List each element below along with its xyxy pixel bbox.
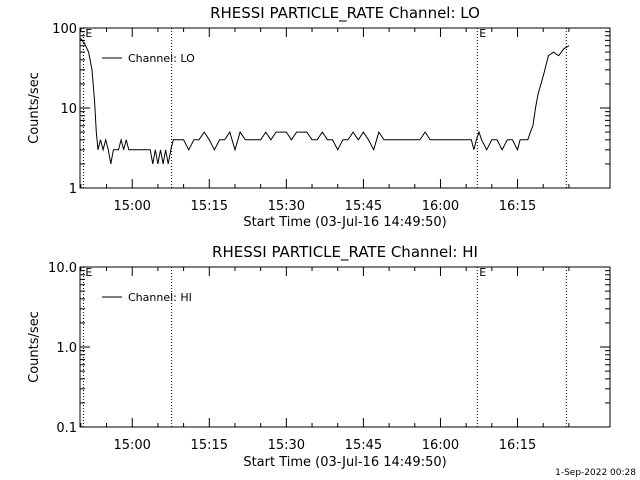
chart-0-xtick-label-5: 16:15 — [499, 199, 536, 214]
chart-0-xlabel: Start Time (03-Jul-16 14:49:50) — [243, 215, 446, 230]
chart-1-xtick-label-0: 15:00 — [113, 438, 150, 453]
chart-1-xtick-label-3: 15:45 — [345, 438, 382, 453]
chart-1-xtick-label-2: 15:30 — [268, 438, 305, 453]
panel-hi: RHESSI PARTICLE_RATE Channel: HI Counts/s… — [27, 243, 611, 470]
footer-timestamp: 1-Sep-2022 00:28 — [555, 468, 636, 478]
chart-1-ytick-label-0: 0.1 — [56, 421, 77, 436]
chart-0-marker-label-2: E — [479, 27, 486, 40]
chart-1-legend-entry: Channel: HI — [128, 291, 192, 304]
chart-0-legend-entry: Channel: LO — [128, 52, 195, 65]
chart-0-ytick-label-0: 1 — [69, 182, 77, 197]
chart-0-xtick-label-1: 15:15 — [191, 199, 228, 214]
chart-0-ytick-label-1: 10 — [60, 102, 77, 117]
chart-0-xtick-label-0: 15:00 — [113, 199, 150, 214]
chart-1-xtick-label-4: 16:00 — [422, 438, 459, 453]
panel-lo: RHESSI PARTICLE_RATE Channel: LO Counts/s… — [27, 4, 611, 230]
chart-1-xlabel: Start Time (03-Jul-16 14:49:50) — [243, 455, 446, 470]
chart-0-series-line-0 — [79, 37, 570, 164]
chart-0-ytick-label-2: 100 — [52, 22, 77, 37]
chart-1-ytick-label-1: 1.0 — [56, 341, 77, 356]
chart-0-ylabel: Counts/sec — [27, 72, 42, 144]
chart-1-ytick-label-2: 10.0 — [48, 261, 77, 276]
chart-1-marker-label-2: E — [479, 266, 486, 279]
chart-1-title: RHESSI PARTICLE_RATE Channel: HI — [212, 243, 478, 262]
chart-0-xtick-label-2: 15:30 — [268, 199, 305, 214]
chart-0-title: RHESSI PARTICLE_RATE Channel: LO — [210, 4, 480, 23]
chart-1-marker-label-0: E — [85, 266, 92, 279]
chart-0-xtick-label-3: 15:45 — [345, 199, 382, 214]
chart-0-xtick-label-4: 16:00 — [422, 199, 459, 214]
chart-1-xtick-label-1: 15:15 — [191, 438, 228, 453]
chart-1-ylabel: Counts/sec — [27, 311, 42, 383]
chart-0-marker-label-0: E — [85, 27, 92, 40]
chart-1-xtick-label-5: 16:15 — [499, 438, 536, 453]
